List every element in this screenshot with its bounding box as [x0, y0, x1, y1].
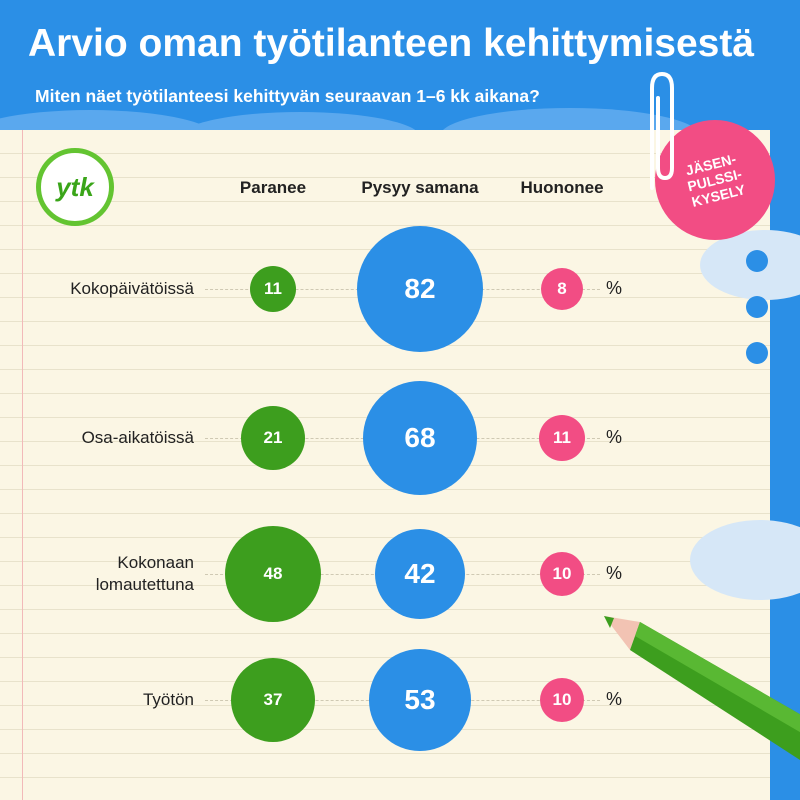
bubble-huononee: 10	[539, 677, 585, 723]
bubble-pysyy-samana: 53	[369, 649, 471, 751]
row-label: Kokonaan lomautettuna	[95, 553, 194, 594]
column-header-huononee: Huononee	[520, 178, 604, 197]
bubble-value-label: 48	[263, 563, 283, 583]
bubble-paranee: 11	[249, 265, 297, 313]
bubble-huononee: 10	[539, 551, 585, 597]
bubble-value-label: 42	[404, 557, 436, 589]
bubble-value-label: 11	[263, 278, 282, 298]
percent-unit-label: %	[606, 278, 623, 298]
bubble-pysyy-samana: 68	[362, 380, 478, 496]
column-header-pysyy-samana: Pysyy samana	[361, 178, 479, 197]
row-label: Osa-aikatöissä	[81, 428, 194, 447]
column-header-paranee: Paranee	[239, 178, 307, 197]
bubble-value-label: 82	[404, 272, 436, 304]
binder-tab	[746, 296, 768, 318]
binder-tab	[746, 342, 768, 364]
bubble-huononee: 11	[538, 414, 586, 462]
logo-text: ytk	[56, 171, 94, 202]
bubble-value-label: 53	[404, 683, 436, 715]
binder-tab	[746, 250, 768, 272]
pencil-icon	[604, 616, 800, 760]
bubble-huononee: 8	[541, 268, 583, 310]
bubble-value-label: 68	[404, 421, 436, 453]
row-label: Työtön	[142, 690, 194, 709]
bubble-value-label: 10	[552, 689, 572, 709]
bubble-paranee: 37	[230, 657, 316, 743]
page-title: Arvio oman työtilanteen kehittymisestä	[28, 22, 755, 65]
survey-badge: JÄSEN- PULSSI- KYSELY	[655, 120, 775, 240]
header-banner: Arvio oman työtilanteen kehittymisestä M…	[0, 0, 800, 170]
bubble-paranee: 21	[241, 406, 305, 470]
badge-text: JÄSEN- PULSSI- KYSELY	[684, 150, 748, 210]
paperclip-icon	[650, 71, 674, 190]
ytk-logo: ytk	[36, 148, 114, 226]
percent-unit-label: %	[606, 427, 623, 447]
bubble-value-label: 37	[263, 689, 283, 709]
bubble-paranee: 48	[224, 525, 322, 623]
row-label: Kokopäivätöissä	[70, 279, 194, 298]
bubble-value-label: 21	[263, 427, 283, 447]
percent-unit-label: %	[606, 563, 623, 583]
cloud-decoration	[690, 520, 800, 600]
bubble-pysyy-samana: 42	[374, 528, 466, 620]
bubble-value-label: 8	[557, 279, 567, 298]
margin-line	[22, 130, 23, 800]
page-subtitle: Miten näet työtilanteesi kehittyvän seur…	[35, 86, 540, 106]
percent-unit-label: %	[606, 689, 623, 709]
bubble-value-label: 10	[552, 563, 572, 583]
bubble-pysyy-samana: 82	[356, 225, 484, 353]
bubble-value-label: 11	[552, 427, 571, 447]
